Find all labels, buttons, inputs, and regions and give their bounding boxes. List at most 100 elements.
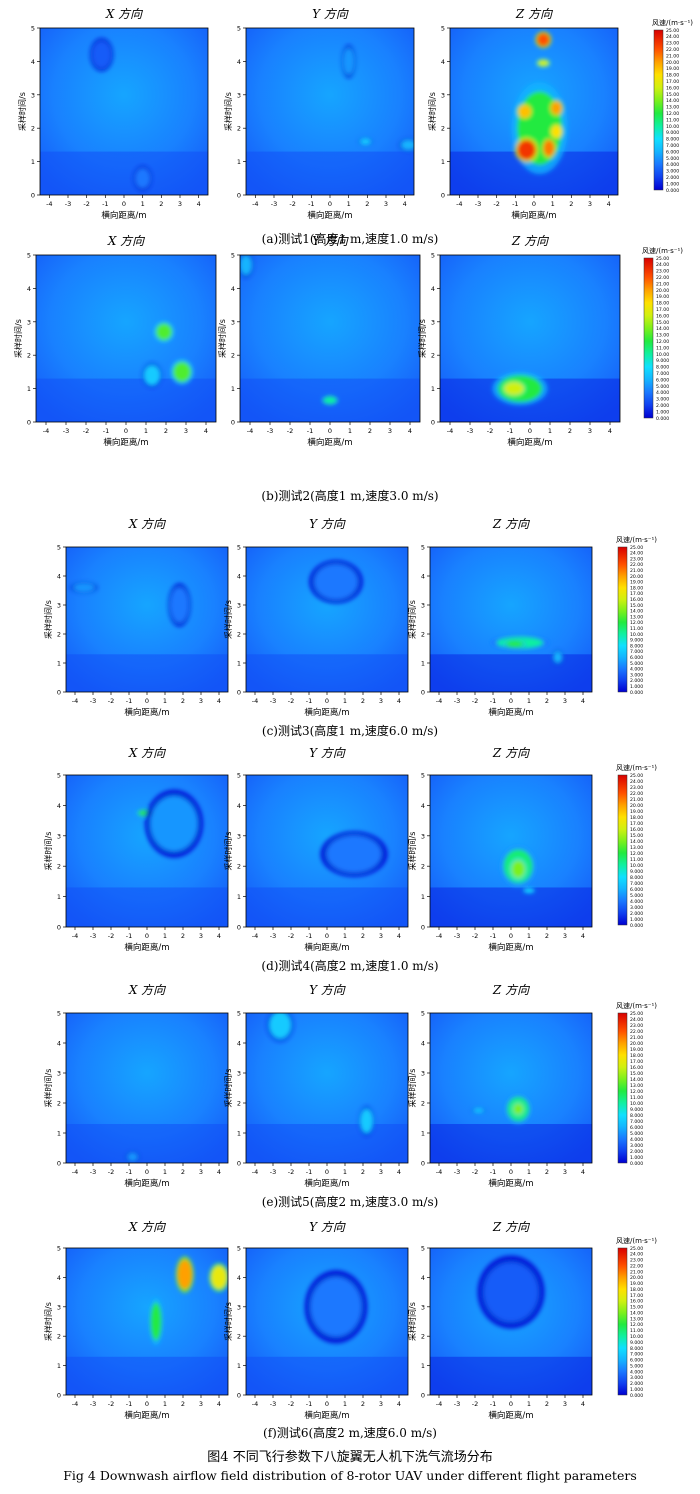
x-tick-label: -1: [490, 932, 496, 940]
colorbar-tick-label: 5.000: [656, 384, 669, 390]
y-tick-label: 3: [57, 602, 61, 610]
colorbar-tick-label: 15.00: [630, 1071, 643, 1077]
x-tick-label: -3: [467, 427, 473, 435]
y-tick-label: 3: [237, 1303, 241, 1311]
x-tick-label: 4: [397, 1400, 401, 1408]
y-axis-label: 采样时间/s: [43, 600, 53, 639]
colorbar-tick-label: 15.00: [630, 603, 643, 609]
y-tick-label: 3: [57, 1303, 61, 1311]
colorbar-tick-label: 11.00: [656, 345, 669, 351]
colorbar-tick-label: 2.000: [656, 403, 669, 409]
y-tick-label: 1: [237, 893, 241, 901]
colorbar-tick-label: 19.00: [630, 809, 643, 815]
colorbar-title: 风速/(m·s⁻¹): [616, 764, 657, 772]
colorbar-tick-label: 6.000: [630, 887, 643, 893]
colorbar-gradient: [617, 774, 628, 926]
x-tick-label: -4: [72, 1400, 78, 1408]
x-axis-label: 横向距离/m: [304, 1410, 349, 1421]
y-axis-label: 采样时间/s: [13, 319, 23, 358]
y-tick-label: 3: [421, 1070, 425, 1078]
x-tick-label: 4: [581, 697, 585, 705]
hotspot: [537, 59, 549, 67]
panel-title: Y 方向: [309, 1220, 346, 1234]
colorbar-tick-label: 18.00: [630, 585, 643, 591]
x-tick-label: 3: [199, 697, 203, 705]
colorbar-tick-label: 20.00: [656, 288, 669, 294]
x-tick-label: -2: [487, 427, 493, 435]
x-tick-label: 2: [545, 1168, 549, 1176]
colorbar-tick-label: 11.00: [630, 626, 643, 632]
y-tick-label: 2: [237, 863, 241, 871]
x-tick-label: -2: [108, 932, 114, 940]
y-tick-label: 5: [421, 1010, 425, 1018]
colorbar-tick-label: 24.00: [666, 34, 679, 40]
x-tick-label: 4: [408, 427, 412, 435]
x-tick-label: -3: [454, 932, 460, 940]
y-tick-label: 3: [421, 832, 425, 840]
y-axis-label: 采样时间/s: [223, 92, 233, 131]
colorbar-tick-label: 7.000: [630, 649, 643, 655]
colorbar-tick-label: 4.000: [630, 899, 643, 905]
x-axis-label: 横向距离/m: [124, 1410, 169, 1421]
y-tick-label: 3: [237, 91, 241, 99]
y-tick-label: 3: [57, 1070, 61, 1078]
colorbar-tick-label: 9.000: [630, 1340, 643, 1346]
y-tick-label: 1: [237, 1130, 241, 1138]
colorbar-tick-label: 11.00: [630, 1328, 643, 1334]
y-axis-label: 采样时间/s: [407, 1302, 417, 1341]
heatmap-low-band: [36, 378, 216, 422]
colorbar-tick-label: 14.00: [630, 609, 643, 615]
colorbar-tick-label: 4.000: [630, 667, 643, 673]
colorbar-tick-label: 4.000: [666, 162, 679, 168]
x-tick-label: 2: [365, 200, 369, 208]
colorbar-tick-label: 23.00: [630, 556, 643, 562]
colorbar-gradient: [617, 1012, 628, 1164]
subfigure-caption: (f)测试6(高度2 m,速度6.0 m/s): [263, 1425, 437, 1440]
x-tick-label: -3: [270, 697, 276, 705]
y-axis-label: 采样时间/s: [43, 1302, 53, 1341]
colorbar-gradient: [643, 257, 654, 419]
y-tick-label: 4: [31, 58, 35, 66]
y-tick-label: 4: [421, 802, 425, 810]
colorbar-tick-label: 15.00: [666, 92, 679, 98]
x-tick-label: 2: [361, 1168, 365, 1176]
colorbar-tick-label: 17.00: [630, 1293, 643, 1299]
x-tick-label: 4: [217, 932, 221, 940]
hotspot: [269, 1013, 291, 1039]
heatmap-low-band: [66, 654, 228, 692]
hotspot: [310, 1277, 362, 1337]
y-tick-label: 4: [57, 1274, 61, 1282]
y-tick-label: 5: [237, 25, 241, 33]
x-tick-label: 3: [178, 200, 182, 208]
colorbar-f: 风速/(m·s⁻¹)25.0024.0023.0022.0021.0020.00…: [616, 1237, 657, 1399]
y-tick-label: 0: [57, 689, 61, 697]
panel-title: X 方向: [128, 983, 166, 997]
x-tick-label: -2: [287, 427, 293, 435]
heatmap-low-band: [66, 1124, 228, 1163]
y-tick-label: 2: [441, 125, 445, 133]
x-tick-label: -4: [72, 1168, 78, 1176]
colorbar-title: 风速/(m·s⁻¹): [616, 1002, 657, 1010]
hotspot: [517, 139, 536, 160]
x-tick-label: 4: [607, 200, 611, 208]
panel-title: X 方向: [107, 234, 145, 248]
x-tick-label: 2: [361, 1400, 365, 1408]
colorbar-tick-label: 7.000: [630, 1119, 643, 1125]
colorbar-tick-label: 9.000: [630, 1107, 643, 1113]
x-tick-label: 4: [397, 932, 401, 940]
colorbar-tick-label: 18.00: [630, 1287, 643, 1293]
x-tick-label: -3: [475, 200, 481, 208]
x-tick-label: 4: [581, 932, 585, 940]
colorbar-tick-label: 1.000: [666, 181, 679, 187]
colorbar-tick-label: 10.00: [656, 352, 669, 358]
x-tick-label: 3: [384, 200, 388, 208]
y-tick-label: 5: [237, 1245, 241, 1253]
x-tick-label: -4: [252, 1168, 258, 1176]
colorbar-gradient: [653, 29, 664, 191]
colorbar-tick-label: 17.00: [630, 591, 643, 597]
x-tick-label: 0: [145, 1400, 149, 1408]
hotspot: [473, 1108, 484, 1113]
x-tick-label: 3: [199, 1168, 203, 1176]
